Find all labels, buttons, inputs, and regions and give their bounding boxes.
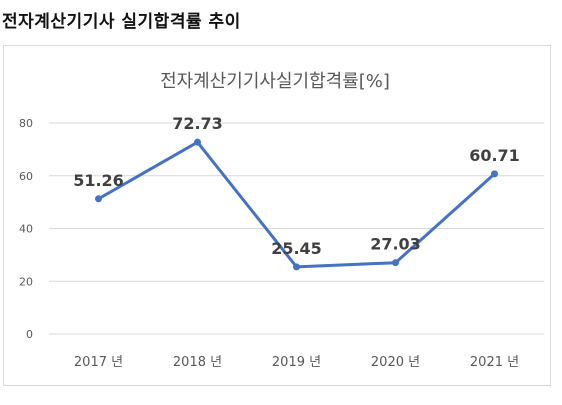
data-label: 27.03	[370, 235, 421, 254]
x-tick-label: 2018 년	[173, 355, 222, 370]
y-tick-label: 0	[26, 328, 33, 341]
data-point	[491, 170, 498, 178]
data-labels: 51.26 72.73 25.45 27.03 60.71	[73, 114, 520, 258]
y-axis-ticks: 0 20 40 60 80	[19, 117, 33, 341]
x-tick-label: 2017 년	[74, 355, 123, 370]
chart-frame: 전자계산기기사실기합격률[%] 0 20 40 60 80 2017 년 2018 년 20…	[3, 45, 551, 386]
data-point	[95, 195, 102, 203]
x-tick-label: 2019 년	[272, 355, 321, 370]
chart-title: 전자계산기기사실기합격률[%]	[160, 71, 390, 92]
x-tick-label: 2020 년	[371, 355, 420, 370]
data-label: 51.26	[73, 171, 124, 190]
data-point	[293, 263, 300, 271]
x-axis-ticks: 2017 년 2018 년 2019 년 2020 년 2021 년	[74, 355, 519, 370]
gridlines	[49, 122, 544, 335]
page-heading: 전자계산기기사 실기합격률 추이	[2, 12, 241, 32]
data-label: 60.71	[469, 146, 520, 165]
x-tick-label: 2021 년	[470, 355, 519, 370]
y-tick-label: 40	[19, 223, 33, 236]
y-tick-label: 60	[19, 170, 33, 183]
y-tick-label: 20	[19, 275, 33, 288]
data-points	[95, 138, 498, 271]
data-point	[392, 259, 399, 267]
data-label: 25.45	[271, 239, 322, 258]
data-label: 72.73	[172, 114, 223, 133]
data-point	[194, 138, 201, 146]
y-tick-label: 80	[19, 117, 33, 130]
